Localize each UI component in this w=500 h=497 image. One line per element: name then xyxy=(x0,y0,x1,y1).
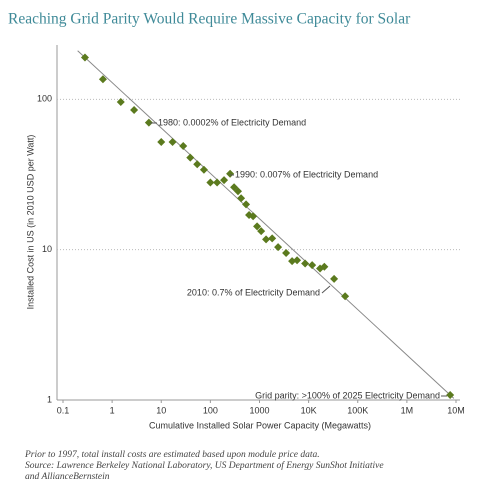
point xyxy=(168,138,177,147)
point xyxy=(213,178,222,187)
point xyxy=(179,141,188,150)
point xyxy=(330,274,339,283)
point xyxy=(242,200,251,209)
x-axis-label: Cumulative Installed Solar Power Capacit… xyxy=(149,420,371,430)
point xyxy=(288,257,297,266)
annotation-leader xyxy=(321,285,331,294)
point xyxy=(253,222,262,231)
footnote: Prior to 1997, total install costs are e… xyxy=(24,450,320,460)
point xyxy=(308,261,317,270)
point xyxy=(282,249,291,258)
x-tick-label: 10M xyxy=(447,405,465,415)
point xyxy=(301,259,310,268)
point xyxy=(193,160,202,169)
x-tick-label: 1000 xyxy=(249,405,269,415)
point xyxy=(274,243,283,252)
point xyxy=(262,235,271,244)
point xyxy=(226,169,235,178)
point xyxy=(233,187,242,196)
trend-line xyxy=(77,50,455,399)
point xyxy=(186,153,195,162)
point xyxy=(80,53,89,62)
annotation: Grid parity: >100% of 2025 Electricity D… xyxy=(255,390,440,400)
point xyxy=(144,118,153,127)
point xyxy=(446,390,455,399)
x-tick-label: 10 xyxy=(156,405,166,415)
point xyxy=(130,105,139,114)
x-tick-label: 0.1 xyxy=(57,405,70,415)
point xyxy=(220,176,229,185)
footnote: and AllianceBernstein xyxy=(25,472,110,482)
point xyxy=(257,227,266,236)
annotation: 1980: 0.0002% of Electricity Demand xyxy=(158,117,306,127)
point xyxy=(249,212,258,221)
footnote: Source: Lawrence Berkeley National Labor… xyxy=(25,460,384,471)
point xyxy=(199,165,208,174)
y-tick-label: 10 xyxy=(42,244,52,254)
x-tick-label: 1 xyxy=(110,405,115,415)
point xyxy=(341,292,350,301)
x-tick-label: 100K xyxy=(347,405,368,415)
y-tick-label: 100 xyxy=(37,94,52,104)
point xyxy=(268,234,277,243)
point xyxy=(293,256,302,265)
annotation: 2010: 0.7% of Electricity Demand xyxy=(187,287,320,297)
point xyxy=(206,178,215,187)
point xyxy=(116,98,125,107)
y-axis-label: Installed Cost in US (in 2010 USD per Wa… xyxy=(25,135,35,310)
y-tick-label: 1 xyxy=(47,394,52,404)
chart-title: Reaching Grid Parity Would Require Massi… xyxy=(8,11,411,28)
point xyxy=(237,194,246,203)
x-tick-label: 1M xyxy=(401,405,414,415)
point xyxy=(98,75,107,84)
point xyxy=(157,138,166,147)
x-tick-label: 100 xyxy=(203,405,218,415)
x-tick-label: 10K xyxy=(301,405,317,415)
annotation: 1990: 0.007% of Electricity Demand xyxy=(235,169,378,179)
point xyxy=(320,262,329,271)
